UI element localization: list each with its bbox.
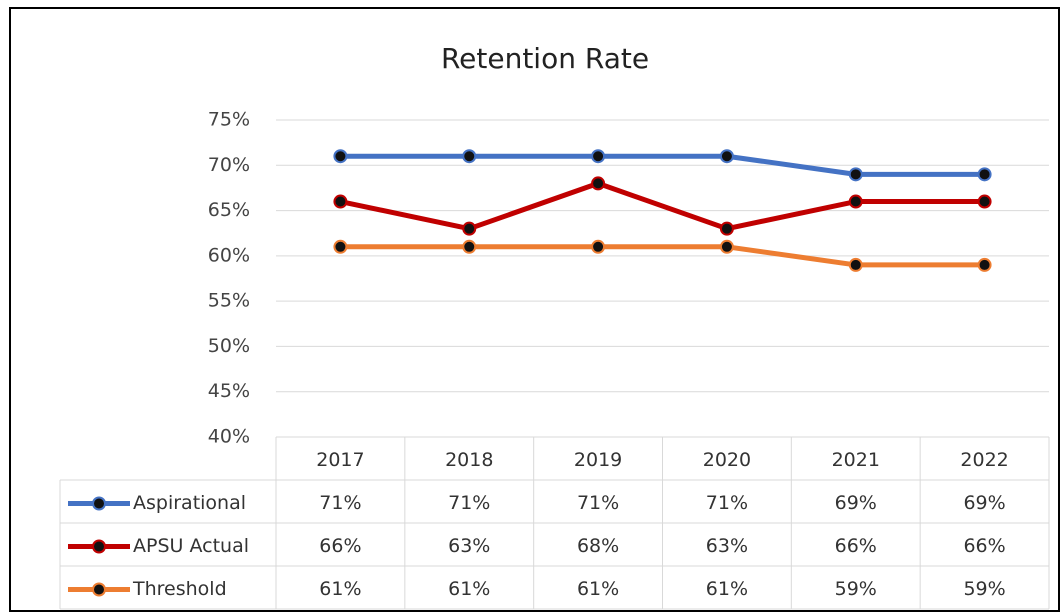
point — [462, 239, 477, 254]
y-tick-label: 45% — [208, 380, 250, 402]
x-tick-label: 2022 — [960, 449, 1008, 471]
point — [333, 239, 348, 254]
point — [462, 149, 477, 164]
point — [591, 239, 606, 254]
point — [977, 167, 992, 182]
table-value: 66% — [963, 535, 1005, 557]
point — [719, 221, 734, 236]
table-value: 63% — [706, 535, 748, 557]
point — [977, 257, 992, 272]
chart-frame — [9, 7, 1060, 612]
legend-label: Aspirational — [133, 492, 246, 514]
table-value: 66% — [835, 535, 877, 557]
x-tick-label: 2019 — [574, 449, 622, 471]
series-line — [339, 180, 985, 232]
table-value: 61% — [319, 578, 361, 600]
table-value: 71% — [319, 492, 361, 514]
point — [462, 221, 477, 236]
legend-marker — [92, 539, 106, 554]
y-tick-label: 60% — [208, 244, 250, 266]
y-tick-label: 40% — [208, 426, 250, 448]
series-line — [340, 244, 985, 268]
table-value: 71% — [448, 492, 490, 514]
point — [719, 239, 734, 254]
table-value: 66% — [319, 535, 361, 557]
point — [333, 194, 348, 209]
legend-marker — [92, 582, 106, 597]
point — [848, 167, 863, 182]
legend-label: Threshold — [132, 578, 227, 600]
legend-label: APSU Actual — [133, 535, 249, 557]
y-tick-label: 65% — [208, 199, 250, 221]
point — [719, 149, 734, 164]
table-value: 61% — [706, 578, 748, 600]
x-tick-label: 2021 — [832, 449, 880, 471]
point — [848, 194, 863, 209]
y-tick-label: 50% — [208, 335, 250, 357]
table-value: 71% — [577, 492, 619, 514]
chart-title: Retention Rate — [441, 42, 649, 75]
y-tick-label: 75% — [208, 109, 250, 131]
point — [591, 176, 606, 191]
table-value: 61% — [577, 578, 619, 600]
x-tick-label: 2017 — [316, 449, 364, 471]
y-tick-label: 70% — [208, 154, 250, 176]
legend-marker — [92, 496, 106, 511]
table-value: 61% — [448, 578, 490, 600]
point — [591, 149, 606, 164]
y-tick-label: 55% — [208, 290, 250, 312]
x-tick-label: 2020 — [703, 449, 751, 471]
x-tick-label: 2018 — [445, 449, 493, 471]
table-value: 63% — [448, 535, 490, 557]
point — [977, 194, 992, 209]
point — [333, 149, 348, 164]
table-value: 59% — [963, 578, 1005, 600]
table-value: 69% — [835, 492, 877, 514]
table-value: 69% — [963, 492, 1005, 514]
table-value: 59% — [835, 578, 877, 600]
table-value: 71% — [706, 492, 748, 514]
table-value: 68% — [577, 535, 619, 557]
point — [848, 257, 863, 272]
series-line — [340, 153, 985, 177]
